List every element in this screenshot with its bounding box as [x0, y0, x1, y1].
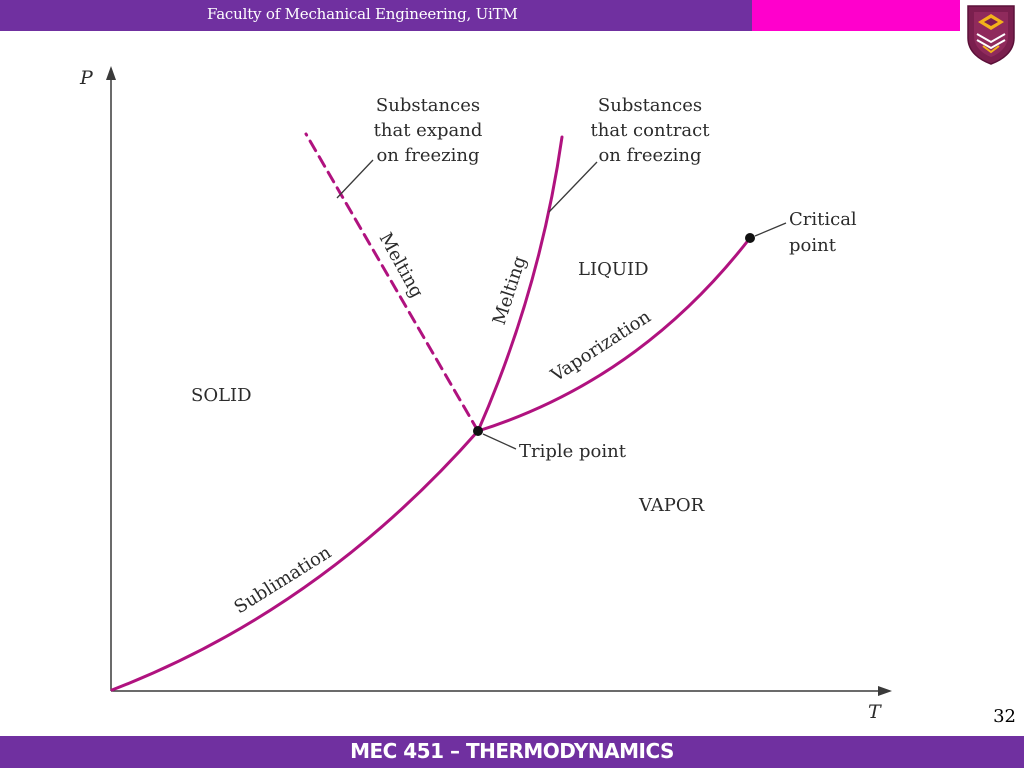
expand-note-line2: that expand — [374, 120, 483, 141]
contract-note-line1: Substances — [598, 95, 702, 116]
critical-point-leader — [754, 222, 787, 237]
x-axis-label: T — [868, 701, 882, 723]
region-solid-label: SOLID — [191, 385, 252, 406]
header-title: Faculty of Mechanical Engineering, UiTM — [207, 5, 518, 23]
melting-expand-curve — [304, 132, 480, 433]
uitm-crest-icon — [967, 5, 1015, 65]
y-axis-arrow — [106, 66, 116, 80]
contract-note-leader — [548, 161, 598, 213]
x-axis-arrow — [878, 686, 892, 696]
header-accent-bar — [752, 0, 960, 31]
header-band — [0, 0, 752, 31]
footer-title: MEC 451 – THERMODYNAMICS — [350, 739, 674, 763]
sublimation-curve — [110, 429, 480, 692]
expand-note-line3: on freezing — [376, 145, 479, 166]
expand-note-leader — [336, 159, 374, 199]
melting-contract-label: Melting — [489, 254, 531, 328]
contract-note-line3: on freezing — [598, 145, 701, 166]
sublimation-label: Sublimation — [231, 542, 336, 618]
triple-point-marker — [473, 426, 483, 436]
triple-point-label: Triple point — [519, 441, 627, 462]
critical-point-marker — [745, 233, 755, 243]
region-vapor-label: VAPOR — [638, 495, 705, 516]
region-liquid-label: LIQUID — [578, 259, 649, 280]
page-number: 32 — [993, 706, 1016, 727]
triple-point-leader — [482, 433, 517, 450]
y-axis-label: P — [79, 67, 94, 89]
melting-contract-curve — [476, 135, 564, 433]
footer-band — [0, 736, 1024, 768]
vaporization-curve — [476, 236, 752, 433]
critical-point-label-line2: point — [789, 235, 837, 256]
expand-note-line1: Substances — [376, 95, 480, 116]
critical-point-label-line1: Critical — [789, 209, 857, 230]
contract-note-line2: that contract — [591, 120, 711, 141]
